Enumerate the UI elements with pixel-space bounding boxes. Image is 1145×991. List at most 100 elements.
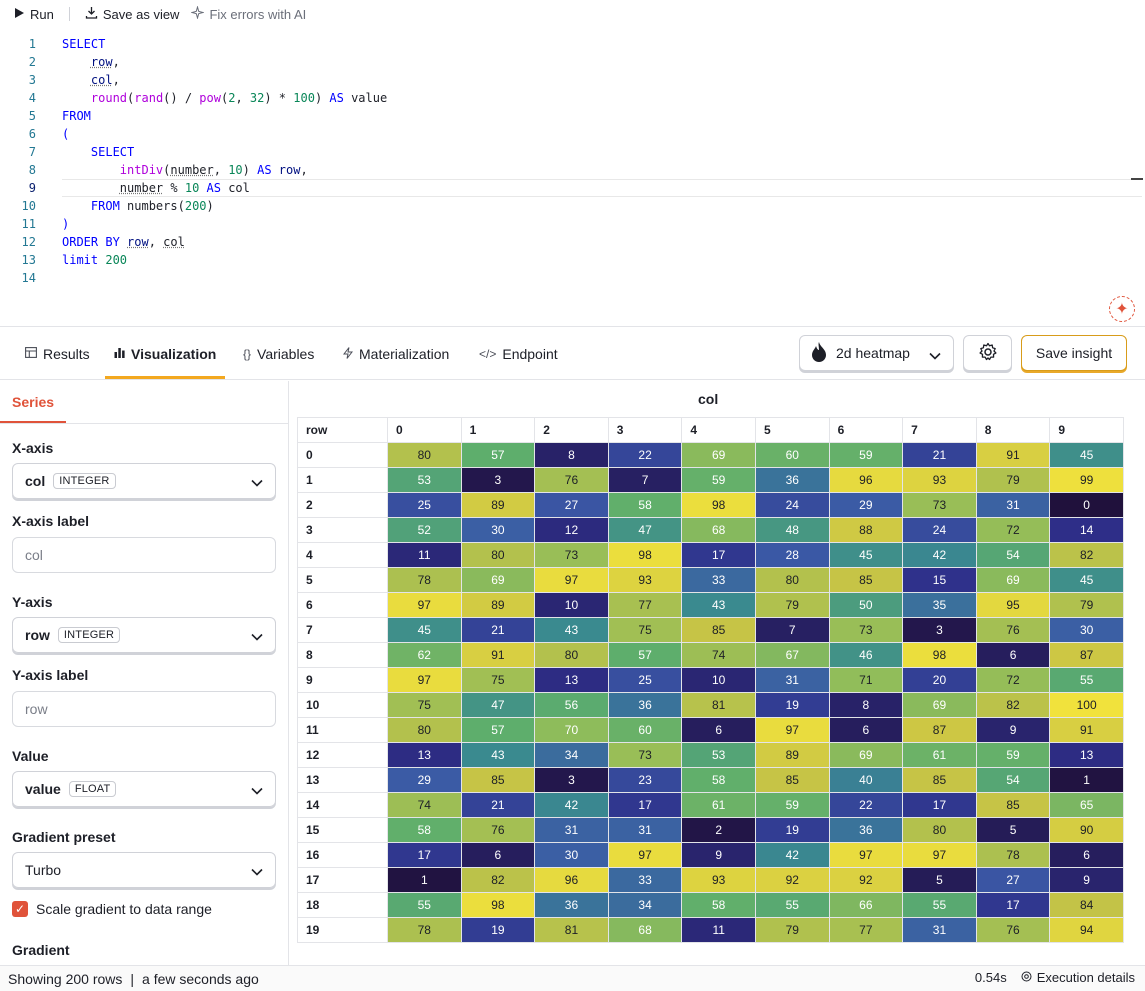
heatmap-cell: 7 <box>607 467 683 493</box>
y-axis-label-input[interactable]: row <box>12 691 276 727</box>
heatmap-cell: 68 <box>681 517 756 543</box>
heatmap-cell: 82 <box>975 692 1051 718</box>
x-axis-heading: X-axis <box>12 440 54 456</box>
heatmap-row: 4 11 80 73 98 17 28 45 42 54 82 <box>297 542 1124 568</box>
heatmap-cell: 24 <box>754 492 830 518</box>
tab-visualization[interactable]: Visualization <box>114 328 216 380</box>
line-number: 12 <box>21 235 36 249</box>
heatmap-cell: 62 <box>387 642 462 668</box>
value-type-badge: FLOAT <box>68 781 117 797</box>
code-line[interactable]: 11) <box>0 215 1145 233</box>
heatmap-cell: 78 <box>387 917 462 943</box>
code-line[interactable]: 4 round(rand() / pow(2, 32) * 100) AS va… <box>0 89 1145 107</box>
heatmap-cell: 21 <box>902 442 977 468</box>
duration-text: 0.54s <box>974 970 1007 985</box>
x-axis-select[interactable]: col INTEGER <box>12 463 276 499</box>
code-line[interactable]: 12 ORDER BY row, col <box>0 233 1145 251</box>
row-label: 2 <box>297 492 388 518</box>
heatmap-cell: 77 <box>607 592 683 618</box>
code-text: number % 10 AS col <box>119 181 250 195</box>
heatmap-cell: 13 <box>387 742 462 768</box>
heatmap-cell: 5 <box>902 867 977 893</box>
bar-chart-icon <box>114 347 125 361</box>
tab-endpoint[interactable]: </> Endpoint <box>479 328 558 380</box>
heatmap-cell: 31 <box>754 667 830 693</box>
heatmap-cell: 6 <box>828 717 904 743</box>
code-line[interactable]: 2 row, <box>0 53 1145 71</box>
row-label: 5 <box>297 567 388 593</box>
heatmap-cell: 72 <box>975 517 1051 543</box>
heatmap-cell: 27 <box>975 867 1051 893</box>
save-insight-button[interactable]: Save insight <box>1021 335 1127 371</box>
heatmap-cell: 69 <box>902 692 977 718</box>
heatmap-cell: 45 <box>387 617 462 643</box>
tab-series[interactable]: Series <box>0 381 288 424</box>
heatmap-cell: 22 <box>828 792 904 818</box>
row-label: 7 <box>297 617 388 643</box>
row-label: 4 <box>297 542 388 568</box>
y-axis-select[interactable]: row INTEGER <box>12 617 276 653</box>
code-line[interactable]: 13 limit 200 <box>0 251 1145 269</box>
execution-details-label: Execution details <box>1036 970 1135 985</box>
flame-icon <box>810 341 828 366</box>
heatmap-cell: 47 <box>460 692 536 718</box>
code-line[interactable]: 9 number % 10 AS col <box>0 179 1145 197</box>
scale-gradient-option[interactable]: ✓ Scale gradient to data range <box>12 901 212 917</box>
fix-errors-button[interactable]: Fix errors with AI <box>190 5 306 22</box>
heatmap-cell: 31 <box>975 492 1051 518</box>
heatmap-cell: 21 <box>460 617 536 643</box>
ai-assist-button[interactable]: ✦ <box>1109 296 1135 322</box>
code-line[interactable]: 7 SELECT <box>0 143 1145 161</box>
heatmap-cell: 15 <box>902 567 977 593</box>
series-tab-indicator <box>0 421 66 423</box>
code-line[interactable]: 6( <box>0 125 1145 143</box>
code-line[interactable]: 1 SELECT <box>0 35 1145 53</box>
heatmap-cell: 53 <box>387 467 462 493</box>
play-icon <box>14 7 25 22</box>
code-line[interactable]: 10 FROM numbers(200) <box>0 197 1145 215</box>
heatmap-row: 1 53 3 76 7 59 36 96 93 79 99 <box>297 467 1124 493</box>
code-line[interactable]: 5 FROM <box>0 107 1145 125</box>
code-line[interactable]: 3 col, <box>0 71 1145 89</box>
heatmap-cell: 91 <box>460 642 536 668</box>
heatmap-cell: 22 <box>607 442 683 468</box>
heatmap-cell: 76 <box>975 617 1051 643</box>
heatmap-cell: 30 <box>1049 617 1124 643</box>
tab-materialization[interactable]: Materialization <box>342 328 449 380</box>
heatmap-cell: 57 <box>460 442 536 468</box>
heatmap-cell: 73 <box>534 542 609 568</box>
heatmap-cell: 87 <box>1049 642 1124 668</box>
gradient-preset-select[interactable]: Turbo <box>12 852 276 888</box>
scale-gradient-checkbox[interactable]: ✓ <box>12 901 28 917</box>
heatmap-cell: 59 <box>754 792 830 818</box>
save-as-view-button[interactable]: Save as view <box>85 6 179 22</box>
heatmap-cell: 54 <box>975 542 1051 568</box>
heatmap-cell: 93 <box>607 567 683 593</box>
visualization-type-select[interactable]: 2d heatmap <box>799 335 954 371</box>
heatmap-cell: 1 <box>1049 767 1124 793</box>
execution-details-button[interactable]: Execution details <box>1021 970 1135 985</box>
code-text: row, <box>90 55 120 69</box>
heatmap-cell: 11 <box>681 917 756 943</box>
heatmap-cell: 80 <box>387 442 462 468</box>
value-select[interactable]: value FLOAT <box>12 771 276 807</box>
sql-editor[interactable]: ✦ 1 SELECT 2 row, 3 col, 4 round(rand() / po… <box>0 28 1145 327</box>
tab-variables[interactable]: {} Variables <box>243 328 314 380</box>
code-line[interactable]: 8 intDiv(number, 10) AS row, <box>0 161 1145 179</box>
heatmap-cell: 85 <box>828 567 904 593</box>
run-button[interactable]: Run <box>14 7 54 22</box>
code-line[interactable]: 14 <box>0 269 1145 287</box>
heatmap-cell: 3 <box>902 617 977 643</box>
heatmap-cell: 6 <box>681 717 756 743</box>
heatmap-cell: 10 <box>534 592 609 618</box>
y-axis-type-badge: INTEGER <box>57 627 121 643</box>
heatmap-cell: 10 <box>681 667 756 693</box>
heatmap-cell: 2 <box>681 817 756 843</box>
settings-button[interactable] <box>963 335 1012 371</box>
x-axis-label-input[interactable]: col <box>12 537 276 573</box>
tab-results[interactable]: Results <box>25 328 90 380</box>
heatmap-cell: 27 <box>534 492 609 518</box>
gradient-preset-value: Turbo <box>25 862 62 878</box>
heatmap-row: 16 17 6 30 97 9 42 97 97 78 6 <box>297 842 1124 868</box>
heatmap-cell: 73 <box>607 742 683 768</box>
